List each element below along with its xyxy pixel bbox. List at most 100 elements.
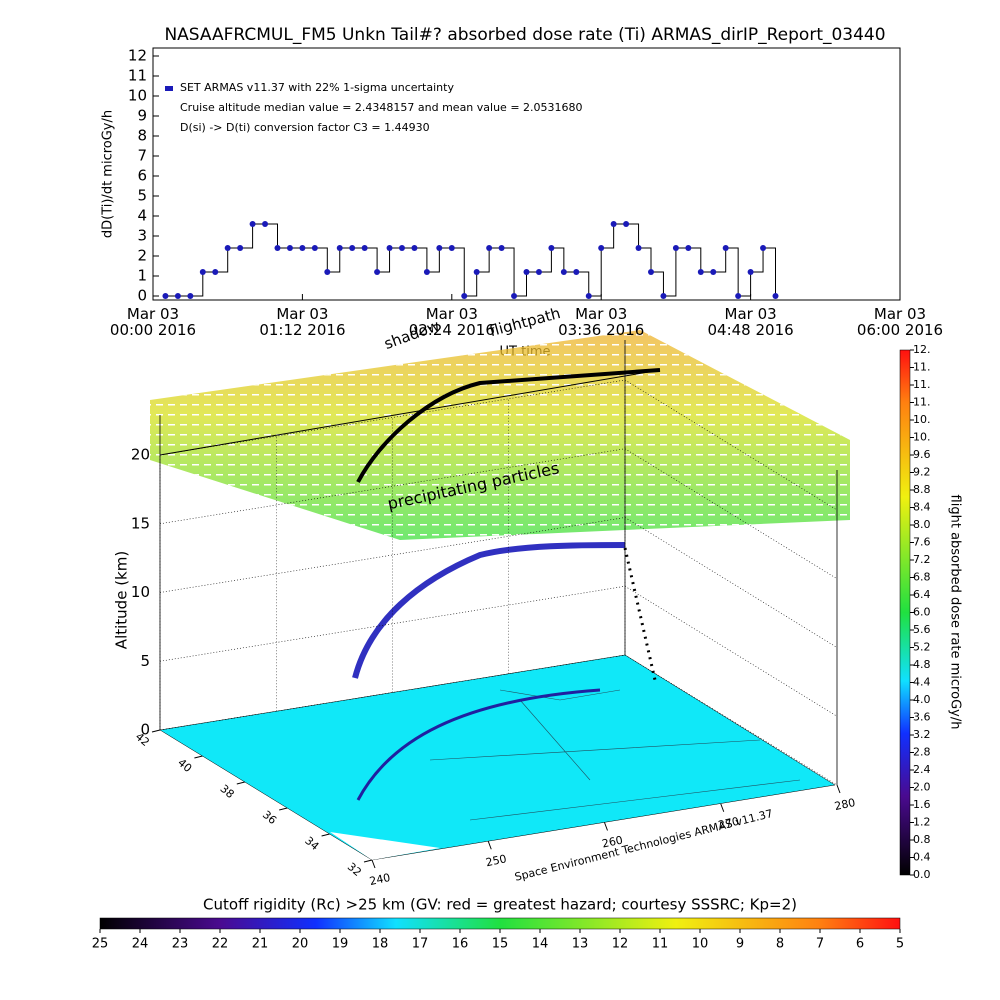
data-point — [735, 293, 742, 299]
colorbar-tick-label: 19 — [332, 937, 349, 952]
colorbar-tick-label: 4.8 — [913, 658, 931, 671]
colorbar-tick-label: 16 — [452, 937, 469, 952]
grid-line — [159, 517, 838, 648]
lon-tick — [371, 859, 376, 869]
data-point — [523, 269, 530, 275]
legend-swatch — [165, 86, 173, 91]
annotation: Cruise altitude median value = 2.4348157… — [180, 101, 583, 114]
lon-tick-label: 260 — [601, 833, 624, 850]
data-point — [610, 221, 617, 227]
colorbar-label: Cutoff rigidity (Rc) >25 km (GV: red = g… — [203, 896, 797, 914]
colorbar-tick-label: 5 — [896, 937, 904, 952]
lat-tick-label: 40 — [175, 756, 194, 775]
data-point — [286, 245, 293, 251]
colorbar-tick-label: 6.4 — [913, 588, 931, 601]
plot-frame — [152, 47, 901, 301]
data-point — [374, 269, 381, 275]
data-point — [648, 269, 654, 275]
data-point — [361, 245, 368, 251]
colorbar-tick-label: 5.2 — [913, 641, 931, 654]
data-point — [174, 293, 181, 299]
colorbar-tick-label: 5.6 — [913, 623, 931, 636]
colorbar-tick-label: 6.8 — [913, 571, 931, 584]
x-tick-label: Mar 03 06:00 2016 — [857, 305, 943, 339]
lat-tick — [321, 833, 330, 837]
data-point — [448, 245, 455, 251]
data-point — [399, 245, 405, 251]
lat-tick — [236, 781, 245, 785]
data-point — [660, 293, 667, 299]
lat-tick — [151, 729, 161, 733]
data-point — [212, 269, 219, 275]
colorbar-right — [899, 349, 911, 876]
colorbar-tick-label: 4.0 — [913, 693, 931, 706]
y-tick-label: 2 — [137, 247, 147, 265]
colorbar-tick-label: 7 — [816, 937, 824, 952]
data-point — [311, 245, 318, 251]
z-tick-label: 0 — [140, 721, 150, 739]
data-point — [224, 245, 231, 251]
title: NASAAFRCMUL_FM5 Unkn Tail#? absorbed dos… — [164, 25, 885, 45]
colorbar-tick-label: 21 — [252, 937, 269, 952]
data-point — [672, 245, 679, 251]
data-point — [623, 221, 630, 227]
data-point — [697, 269, 704, 275]
lon-tick-label: 280 — [833, 796, 856, 813]
descent — [623, 547, 657, 681]
colorbar-tick-label: 3.6 — [913, 711, 931, 724]
z-tick-label: 5 — [140, 652, 150, 670]
colorbar-tick-label: 10 — [692, 937, 709, 952]
data-point — [411, 245, 418, 251]
x-tick-label: Mar 03 02:24 2016 — [409, 305, 495, 339]
y-tick-label: 0 — [137, 287, 147, 305]
x-tick-label: Mar 03 04:48 2016 — [708, 305, 794, 339]
colorbar-tick-label: 3.2 — [913, 728, 931, 741]
z-tick-label: 15 — [131, 514, 150, 532]
lat-tick-label: 38 — [218, 782, 237, 801]
colorbar-tick-label: 1.6 — [913, 798, 931, 811]
data-point — [299, 245, 306, 251]
colorbar-tick-label: 11. — [913, 396, 931, 409]
colorbar-tick-label: 24 — [132, 937, 149, 952]
lat-tick-label: 36 — [260, 808, 279, 827]
data-point — [187, 293, 194, 299]
data-point — [598, 245, 605, 251]
flight-path-top — [356, 368, 661, 483]
map-borders — [429, 689, 801, 821]
data-point — [635, 245, 642, 251]
grid-line — [159, 379, 838, 511]
data-point — [498, 245, 505, 251]
colorbar-tick-label: 17 — [412, 937, 429, 952]
data-point — [486, 245, 493, 251]
data-point — [473, 269, 480, 275]
colorbar-tick-label: 12. — [913, 343, 931, 356]
data-point — [436, 245, 443, 251]
colorbar-tick-label: 4.4 — [913, 676, 931, 689]
y-tick-label: 3 — [137, 227, 147, 245]
colorbar-tick-label: 14 — [532, 937, 549, 952]
map-floor — [159, 654, 836, 861]
colorbar-tick-label: 9.2 — [913, 466, 931, 479]
lon-tick-label: 250 — [485, 852, 508, 869]
lon-tick — [604, 822, 608, 831]
data-point — [685, 245, 692, 251]
data-point — [386, 245, 393, 251]
data-point — [772, 293, 779, 299]
lat-tick — [363, 859, 373, 863]
colorbar-tick-label: 7.2 — [913, 553, 931, 566]
y-tick-label: 1 — [137, 267, 147, 285]
box-edge — [159, 369, 661, 456]
colorbar-label: flight absorbed dose rate microGy/h — [948, 495, 963, 730]
y-tick-label: 5 — [137, 187, 147, 205]
y-tick-label: 4 — [137, 207, 147, 225]
data-point — [249, 221, 256, 227]
y-tick-label: 12 — [128, 47, 147, 65]
colorbar-tick-label: 20 — [292, 937, 309, 952]
y-tick-label: 7 — [137, 147, 147, 165]
z-tick-label: 10 — [131, 583, 150, 601]
colorbar-tick-label: 2.0 — [913, 781, 931, 794]
y-tick-label: 6 — [137, 167, 147, 185]
data-point — [535, 269, 542, 275]
lat-tick — [194, 755, 203, 759]
